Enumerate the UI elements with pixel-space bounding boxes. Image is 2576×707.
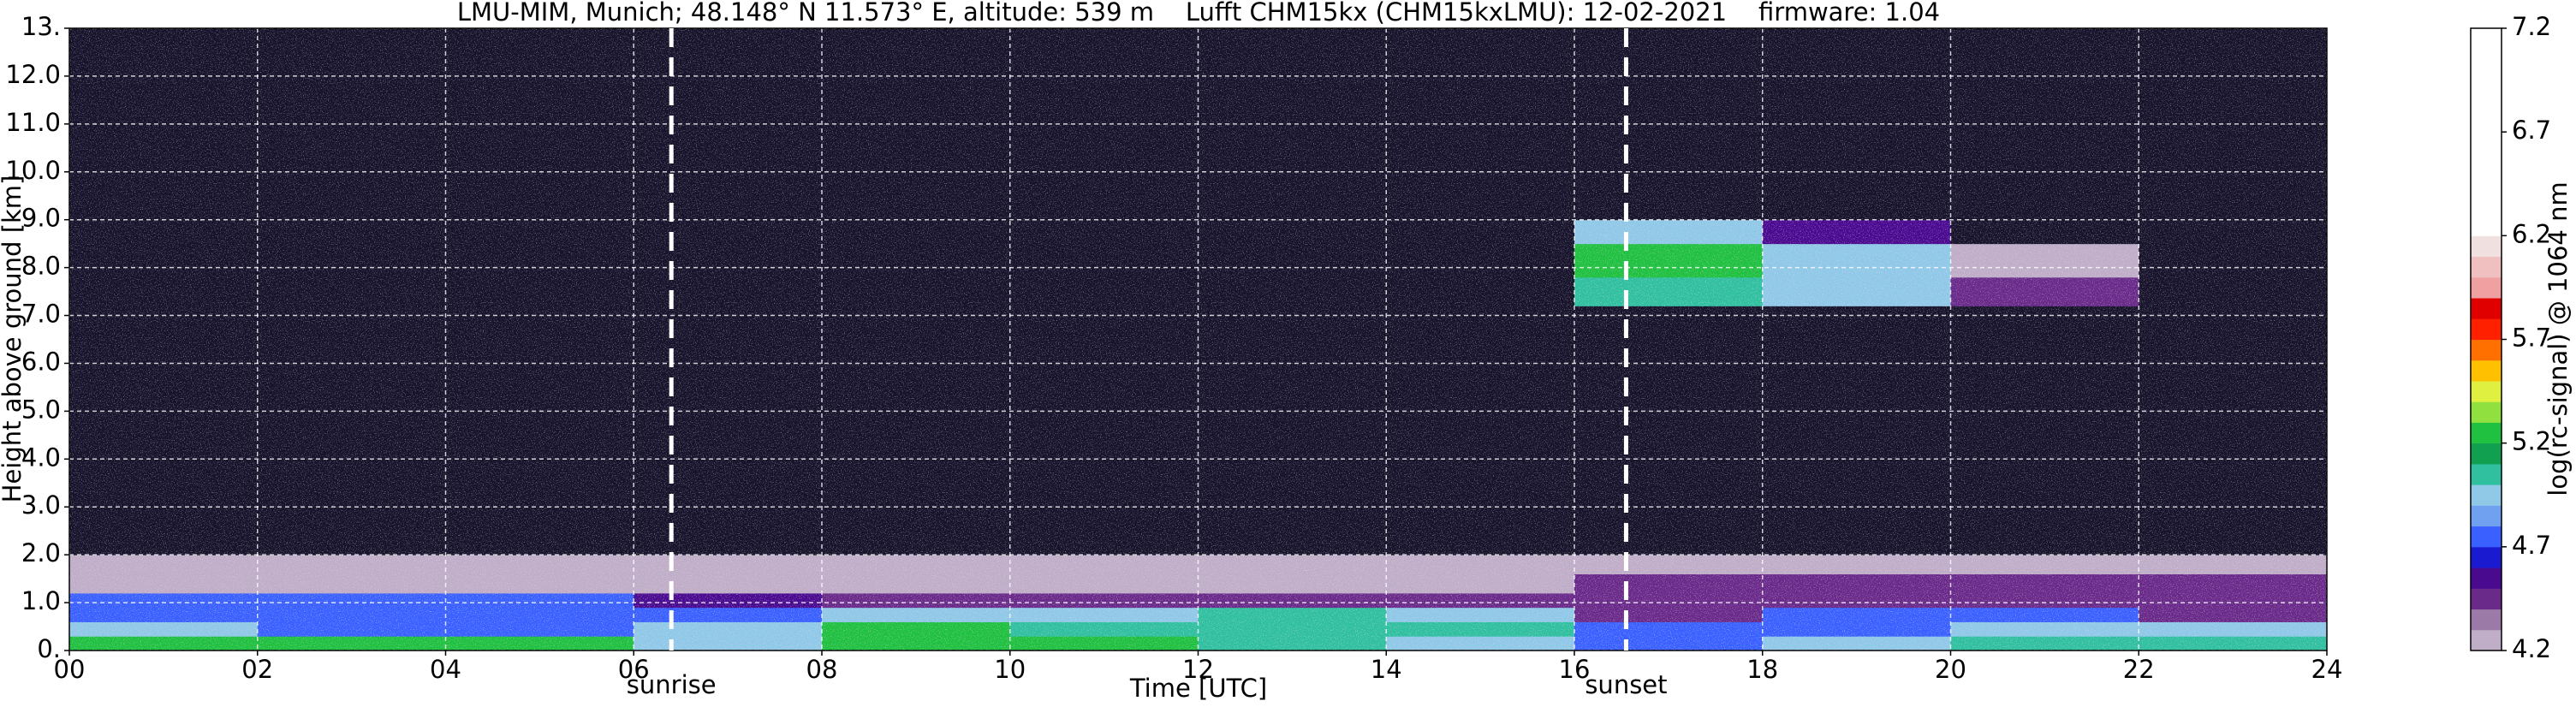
y-tick-label: 1.0 (21, 586, 61, 615)
x-tick-label: 20 (1935, 655, 1966, 684)
colorbar-segment (2471, 380, 2502, 402)
colorbar-tick-label: 7.2 (2512, 12, 2551, 41)
colorbar-tick-label: 4.7 (2512, 531, 2551, 560)
x-tick-label: 08 (806, 655, 838, 684)
colorbar-segment (2471, 609, 2502, 631)
y-tick-label: 4.0 (21, 443, 61, 472)
colorbar-segment (2471, 567, 2502, 589)
colorbar-segment (2471, 629, 2502, 651)
y-tick-label: 12.0 (5, 60, 61, 89)
colorbar-segment (2471, 235, 2502, 258)
colorbar-segment (2471, 318, 2502, 340)
colorbar-segment (2471, 422, 2502, 444)
colorbar-tick-label: 6.7 (2512, 116, 2551, 145)
colorbar-segment (2471, 215, 2502, 236)
x-tick-label: 16 (1559, 655, 1591, 684)
colorbar-segment (2471, 359, 2502, 382)
colorbar-segment (2471, 401, 2502, 423)
colorbar-segment (2471, 193, 2502, 216)
x-tick-label: 12 (1182, 655, 1214, 684)
y-tick-label: 10.0 (5, 156, 61, 185)
colorbar-segment (2471, 110, 2502, 133)
colorbar-segment (2471, 505, 2502, 527)
x-tick-label: 24 (2311, 655, 2343, 684)
colorbar-segment (2471, 28, 2502, 50)
colorbar-segment (2471, 152, 2502, 175)
y-tick-label: 5.0 (21, 395, 61, 424)
x-tick-label: 18 (1746, 655, 1778, 684)
y-tick-label: 0. (37, 634, 61, 663)
x-tick-label: 06 (618, 655, 650, 684)
colorbar-segment (2471, 443, 2502, 465)
colorbar-segment (2471, 484, 2502, 506)
event-label: sunrise (627, 670, 717, 699)
colorbar-tick-label: 6.2 (2512, 219, 2551, 248)
colorbar-segment (2471, 90, 2502, 112)
colorbar-segment (2471, 132, 2502, 153)
x-tick-label: 10 (994, 655, 1026, 684)
colorbar-segment (2471, 256, 2502, 278)
colorbar-segment (2471, 546, 2502, 568)
colorbar-tick-label: 5.2 (2512, 427, 2551, 456)
colorbar-label: log(rc-signal) @ 1064 nm (2543, 181, 2573, 496)
colorbar-tick-label: 5.7 (2512, 324, 2551, 353)
colorbar-segment (2471, 173, 2502, 195)
colorbar-segment (2471, 588, 2502, 610)
colorbar-segment (2471, 276, 2502, 299)
colorbar-segment (2471, 463, 2502, 485)
y-tick-label: 7.0 (21, 300, 61, 329)
colorbar-segment (2471, 49, 2502, 70)
y-tick-label: 13. (21, 12, 61, 41)
y-tick-label: 3.0 (21, 490, 61, 520)
x-tick-label: 22 (2123, 655, 2155, 684)
colorbar-tick-label: 4.2 (2512, 634, 2551, 663)
x-tick-label: 14 (1371, 655, 1402, 684)
colorbar-segment (2471, 339, 2502, 361)
event-label: sunset (1585, 670, 1667, 699)
y-tick-label: 8.0 (21, 252, 61, 281)
y-axis-label: Height above ground [km] (0, 175, 27, 503)
y-tick-label: 11.0 (5, 108, 61, 137)
x-axis-label: Time [UTC] (1129, 674, 1267, 703)
colorbar-segment (2471, 69, 2502, 92)
chart-title: LMU-MIM, Munich; 48.148° N 11.573° E, al… (457, 0, 1940, 27)
x-tick-label: 02 (241, 655, 273, 684)
plot-frame (68, 27, 2328, 651)
x-tick-label: 04 (430, 655, 461, 684)
x-tick-label: 00 (54, 655, 86, 684)
colorbar-segment (2471, 298, 2502, 319)
y-tick-label: 2.0 (21, 538, 61, 567)
y-tick-label: 6.0 (21, 347, 61, 376)
y-tick-label: 9.0 (21, 204, 61, 233)
colorbar-segment (2471, 526, 2502, 548)
